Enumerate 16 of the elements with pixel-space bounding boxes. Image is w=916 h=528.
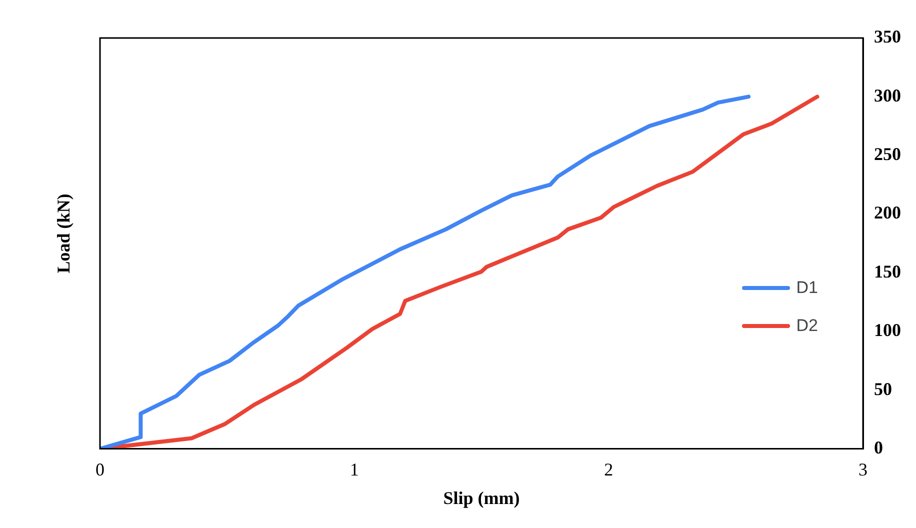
x-axis-title: Slip (mm) bbox=[443, 488, 520, 508]
x-tick-label: 0 bbox=[96, 459, 104, 480]
y-tick-label: 200 bbox=[874, 202, 901, 223]
y-tick-label: 0 bbox=[874, 437, 883, 458]
y-tick-label: 300 bbox=[874, 85, 901, 106]
y-tick-label: 350 bbox=[874, 26, 901, 47]
x-tick-label: 2 bbox=[604, 459, 614, 480]
y-tick-label: 100 bbox=[874, 320, 901, 340]
legend-label: D1 bbox=[796, 278, 818, 298]
x-tick-label: 1 bbox=[350, 459, 359, 480]
x-tick-label: 3 bbox=[858, 459, 868, 480]
y-tick-label: 50 bbox=[874, 378, 892, 399]
y-axis-title: Load (kN) bbox=[54, 192, 74, 276]
y-tick-label: 250 bbox=[874, 144, 901, 164]
y-tick-label: 150 bbox=[874, 261, 901, 282]
legend-label: D2 bbox=[796, 316, 818, 336]
